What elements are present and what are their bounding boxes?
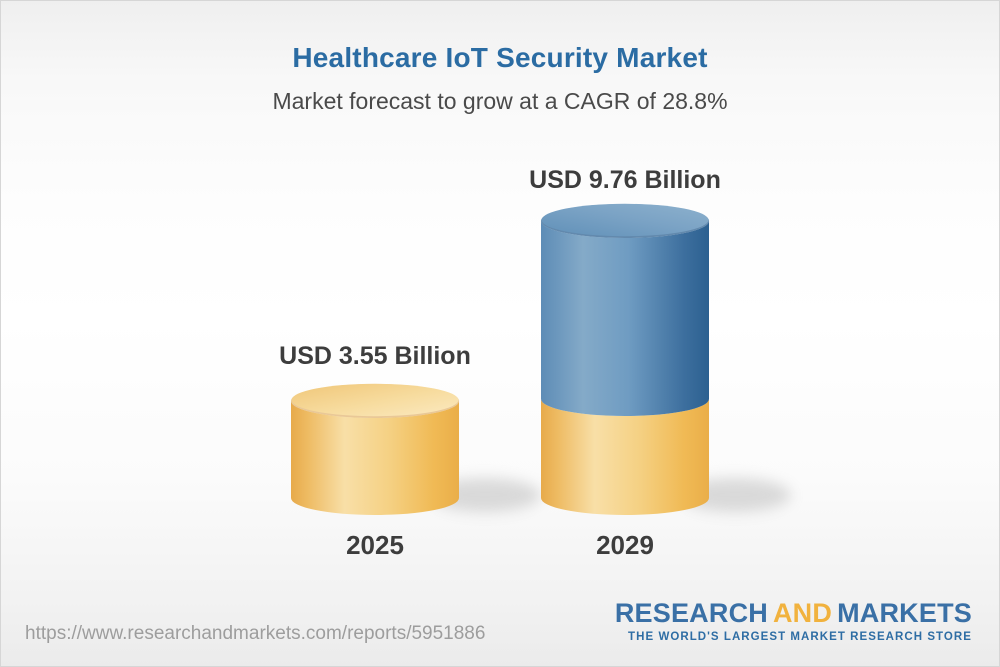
logo-word-research: RESEARCH: [614, 598, 768, 628]
value-label-2025: USD 3.55 Billion: [279, 342, 471, 370]
page-subtitle: Market forecast to grow at a CAGR of 28.…: [272, 88, 728, 114]
logo-wordmark: RESEARCH AND MARKETS: [615, 598, 972, 629]
report-url: https://www.researchandmarkets.com/repor…: [25, 623, 486, 644]
cylinder-2029-blue-segment: [541, 221, 709, 416]
category-label-2029: 2029: [596, 530, 654, 560]
cylinder-2025: [291, 383, 459, 515]
research-and-markets-logo: RESEARCH AND MARKETS THE WORLD'S LARGEST M…: [615, 598, 972, 643]
value-label-2029: USD 9.76 Billion: [529, 166, 721, 194]
cylinder-2029-yellow-segment: [541, 399, 709, 515]
page-title: Healthcare IoT Security Market: [292, 42, 708, 73]
logo-word-and: AND: [772, 598, 833, 628]
logo-tagline: THE WORLD'S LARGEST MARKET RESEARCH STOR…: [628, 631, 972, 643]
category-label-2025: 2025: [346, 530, 404, 560]
logo-word-markets: MARKETS: [837, 598, 972, 628]
cylinder-2029: [541, 203, 709, 515]
